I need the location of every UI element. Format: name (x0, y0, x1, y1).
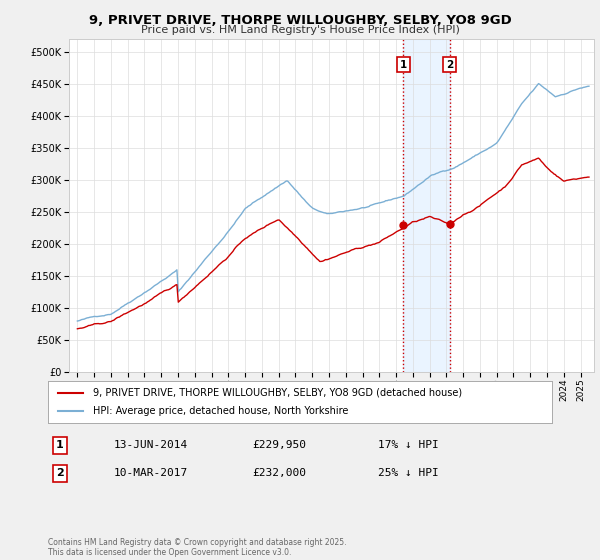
Text: Price paid vs. HM Land Registry's House Price Index (HPI): Price paid vs. HM Land Registry's House … (140, 25, 460, 35)
Text: 1: 1 (400, 60, 407, 70)
Text: 9, PRIVET DRIVE, THORPE WILLOUGHBY, SELBY, YO8 9GD: 9, PRIVET DRIVE, THORPE WILLOUGHBY, SELB… (89, 14, 511, 27)
Text: 10-MAR-2017: 10-MAR-2017 (114, 468, 188, 478)
Text: £229,950: £229,950 (252, 440, 306, 450)
Text: HPI: Average price, detached house, North Yorkshire: HPI: Average price, detached house, Nort… (94, 406, 349, 416)
Text: Contains HM Land Registry data © Crown copyright and database right 2025.
This d: Contains HM Land Registry data © Crown c… (48, 538, 347, 557)
Text: 2: 2 (56, 468, 64, 478)
Text: 1: 1 (56, 440, 64, 450)
Text: 13-JUN-2014: 13-JUN-2014 (114, 440, 188, 450)
Text: 9, PRIVET DRIVE, THORPE WILLOUGHBY, SELBY, YO8 9GD (detached house): 9, PRIVET DRIVE, THORPE WILLOUGHBY, SELB… (94, 388, 463, 398)
Text: 17% ↓ HPI: 17% ↓ HPI (378, 440, 439, 450)
Bar (403, 39, 449, 372)
Text: 25% ↓ HPI: 25% ↓ HPI (378, 468, 439, 478)
Text: £232,000: £232,000 (252, 468, 306, 478)
Text: 2: 2 (446, 60, 453, 70)
